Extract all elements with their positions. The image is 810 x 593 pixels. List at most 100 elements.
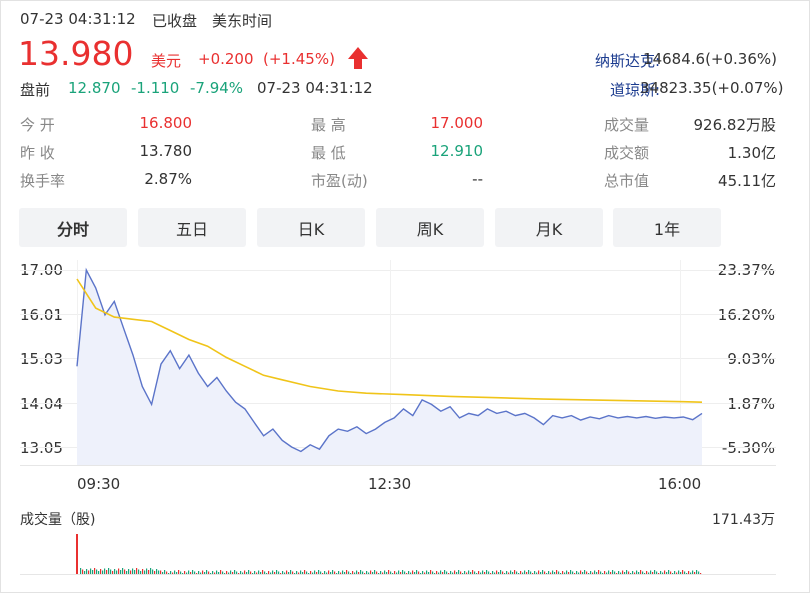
volume-bar xyxy=(368,572,370,574)
volume-bar xyxy=(330,572,332,574)
volume-bar xyxy=(640,570,642,574)
tab-monthly-k[interactable]: 月K xyxy=(495,208,603,247)
volume-bar xyxy=(262,570,264,574)
volume-bar xyxy=(418,571,420,574)
volume-bar xyxy=(410,572,412,574)
volume-bar xyxy=(270,572,272,574)
index-dow-name[interactable]: 道琼斯: xyxy=(609,81,660,99)
volume-bar xyxy=(118,568,120,574)
volume-bar xyxy=(222,571,224,574)
volume-bar xyxy=(122,568,124,574)
volume-bar xyxy=(230,570,232,574)
volume-bar xyxy=(612,570,614,574)
volume-bar xyxy=(168,573,170,574)
header-status: 已收盘 xyxy=(152,12,198,30)
volume-bar xyxy=(354,572,356,574)
volume-bar xyxy=(210,573,212,574)
volume-bar xyxy=(422,571,424,574)
header-timezone: 美东时间 xyxy=(212,12,273,30)
tab-intraday[interactable]: 分时 xyxy=(19,208,127,247)
volume-bar xyxy=(98,571,100,574)
volume-bar xyxy=(356,570,358,574)
volume-bar xyxy=(228,572,230,574)
volume-bar xyxy=(594,570,596,574)
volume-bar xyxy=(232,572,234,574)
volume-bar xyxy=(364,573,366,574)
volume-bar xyxy=(208,571,210,574)
volume-bar xyxy=(440,570,442,574)
volume-bar xyxy=(298,572,300,574)
volume-bar xyxy=(654,570,656,574)
volume-bar xyxy=(340,572,342,574)
volume-bar xyxy=(664,570,666,574)
volume-bar xyxy=(90,568,92,574)
volume-bar xyxy=(502,571,504,574)
volume-bar xyxy=(294,573,296,574)
volume-bar xyxy=(258,570,260,574)
volume-bar xyxy=(234,570,236,574)
volume-bar xyxy=(376,571,378,574)
volume-bar xyxy=(666,572,668,574)
volume-bar xyxy=(498,572,500,574)
volume-bar xyxy=(404,571,406,574)
volume-bar xyxy=(380,571,382,574)
volume-bar xyxy=(620,572,622,574)
volume-bar xyxy=(570,570,572,574)
stat-turnover-label: 换手率 xyxy=(20,172,66,190)
volume-bar xyxy=(350,573,352,574)
volume-bar xyxy=(388,570,390,574)
stat-amount-label: 成交额 xyxy=(604,144,650,162)
tab-weekly-k[interactable]: 周K xyxy=(376,208,484,247)
stat-volume-label: 成交量 xyxy=(604,116,650,134)
volume-bar xyxy=(478,571,480,574)
price-currency: 美元 xyxy=(151,52,182,70)
index-nasdaq-name[interactable]: 纳斯达克: xyxy=(594,52,660,70)
volume-bar xyxy=(470,572,472,574)
volume-bar xyxy=(128,569,130,574)
volume-bar xyxy=(182,573,184,574)
volume-bar xyxy=(86,569,88,574)
volume-bar xyxy=(370,570,372,574)
volume-bar xyxy=(140,571,142,574)
volume-bar xyxy=(606,572,608,574)
volume-bar xyxy=(374,570,376,574)
volume-bar xyxy=(682,570,684,574)
volume-bar xyxy=(396,572,398,574)
volume-bar xyxy=(342,570,344,574)
volume-bar xyxy=(352,571,354,574)
volume-bar xyxy=(514,570,516,574)
stat-open: 16.800 xyxy=(139,114,193,132)
volume-bar xyxy=(328,570,330,574)
volume-bar xyxy=(154,571,156,574)
volume-bar xyxy=(240,571,242,574)
volume-bar xyxy=(164,570,166,574)
volume-bar xyxy=(96,569,98,574)
volume-bar xyxy=(468,570,470,574)
tab-5day[interactable]: 五日 xyxy=(138,208,246,247)
volume-bar xyxy=(264,571,266,574)
volume-bar xyxy=(238,573,240,574)
volume-bar xyxy=(286,570,288,574)
volume-bar xyxy=(604,571,606,574)
volume-bar xyxy=(518,573,520,574)
volume-bar xyxy=(622,570,624,574)
stat-prev-close: 13.780 xyxy=(139,142,193,160)
tab-1year[interactable]: 1年 xyxy=(613,208,721,247)
volume-bar xyxy=(672,573,674,574)
stat-open-label: 今 开 xyxy=(20,116,55,134)
volume-bar xyxy=(152,569,154,574)
volume-bar xyxy=(528,570,530,574)
volume-bar xyxy=(172,572,174,574)
volume-bar xyxy=(476,573,478,574)
price-line xyxy=(76,267,703,453)
stat-high-label: 最 高 xyxy=(311,116,346,134)
volume-bar xyxy=(694,572,696,574)
volume-bar xyxy=(474,571,476,574)
volume-bar xyxy=(348,571,350,574)
volume-bar xyxy=(496,570,498,574)
volume-bar xyxy=(296,571,298,574)
volume-bar xyxy=(306,571,308,574)
volume-bar xyxy=(310,571,312,574)
tab-daily-k[interactable]: 日K xyxy=(257,208,365,247)
volume-bar xyxy=(334,571,336,574)
